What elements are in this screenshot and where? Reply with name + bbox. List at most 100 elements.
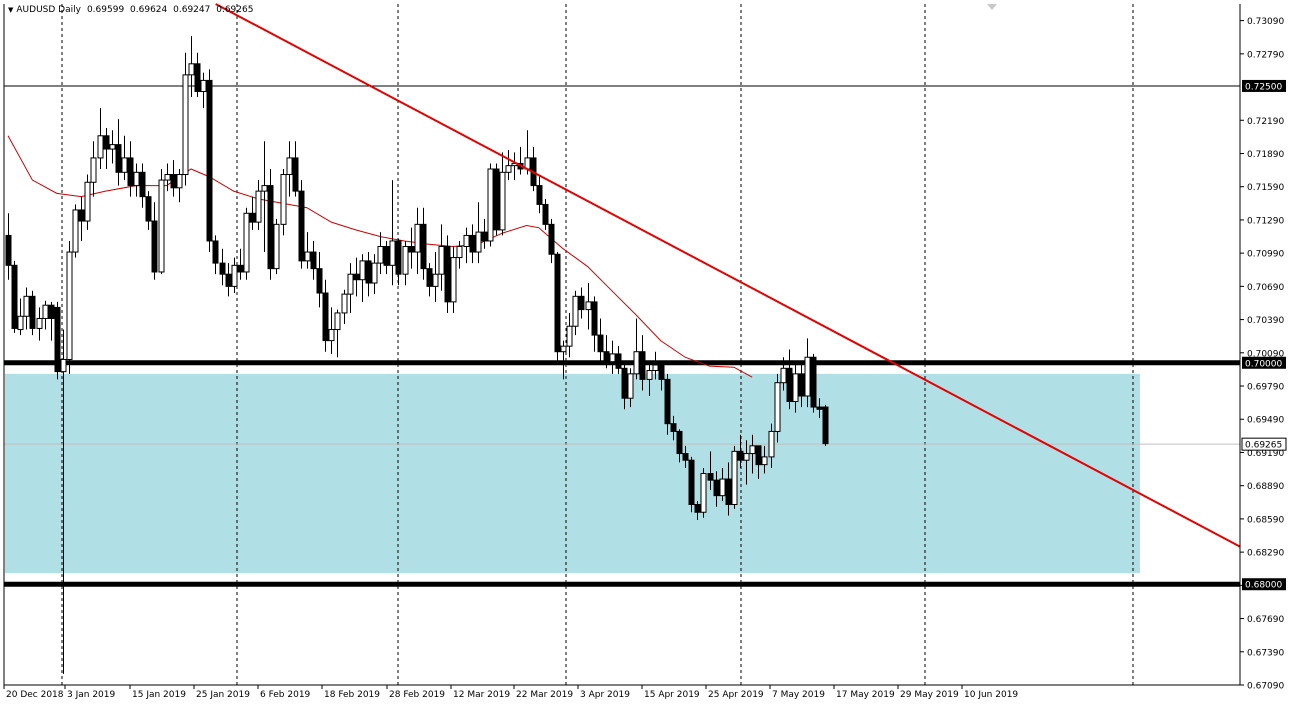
bear-candle — [798, 373, 805, 397]
bear-candle — [115, 144, 122, 173]
bull-candle — [505, 165, 512, 173]
price-tick-label: 0.70990 — [1247, 250, 1284, 260]
bear-candle — [493, 168, 500, 231]
bear-candle — [316, 268, 323, 294]
bull-candle — [23, 295, 30, 317]
price-tick-label: 0.70090 — [1247, 349, 1284, 359]
bear-candle — [591, 301, 598, 336]
bear-candle — [694, 504, 701, 513]
bull-candle — [72, 209, 79, 253]
bull-candle — [243, 212, 250, 273]
bear-candle — [292, 157, 299, 192]
bull-candle — [328, 329, 335, 342]
bull-candle — [487, 168, 494, 242]
bear-candle — [225, 273, 232, 287]
time-tick-label: 22 Mar 2019 — [516, 690, 573, 700]
bear-candle — [597, 334, 604, 353]
bull-candle — [158, 179, 165, 273]
bear-candle — [139, 171, 146, 198]
time-tick-label: 17 May 2019 — [836, 690, 895, 700]
price-tick-label: 0.72790 — [1247, 50, 1284, 60]
close-value: 0.69265 — [216, 5, 254, 15]
trendline[interactable] — [215, 3, 1241, 548]
bear-candle — [249, 212, 256, 223]
bull-candle — [700, 473, 707, 513]
bull-candle — [389, 240, 396, 266]
bull-candle — [17, 315, 24, 331]
bull-candle — [60, 358, 67, 373]
bull-candle — [304, 251, 311, 262]
bull-candle — [609, 353, 616, 363]
time-tick-label: 15 Apr 2019 — [644, 690, 700, 700]
bull-candle — [42, 304, 49, 319]
bear-candle — [578, 295, 585, 311]
bull-candle — [560, 345, 567, 353]
shift-marker-icon — [987, 4, 997, 10]
bull-candle — [761, 456, 768, 466]
bear-candle — [298, 190, 305, 262]
bear-candle — [48, 304, 55, 319]
price-tick-label: 0.67390 — [1247, 648, 1284, 658]
price-tick-label: 0.68590 — [1247, 515, 1284, 525]
low-value: 0.69247 — [173, 5, 211, 15]
bear-candle — [237, 264, 244, 273]
bear-candle — [670, 423, 677, 432]
bull-candle — [731, 450, 738, 506]
bear-candle — [621, 367, 628, 399]
trendline-layer[interactable] — [215, 3, 1241, 548]
time-tick-label: 10 Jun 2019 — [964, 690, 1018, 700]
bear-candle — [444, 246, 451, 303]
bear-candle — [603, 351, 610, 363]
price-tick-label: 0.71290 — [1247, 216, 1284, 226]
bear-candle — [481, 231, 488, 242]
bull-candle — [402, 246, 409, 275]
bear-candle — [145, 196, 152, 222]
bull-candle — [377, 246, 384, 264]
support-zone[interactable] — [5, 373, 1140, 574]
bear-candle — [615, 353, 622, 369]
bear-candle — [810, 356, 817, 408]
price-tick-label: 0.69190 — [1247, 449, 1284, 459]
time-tick-label: 28 Feb 2019 — [389, 690, 445, 700]
bear-candle — [816, 406, 823, 410]
bear-candle — [737, 450, 744, 461]
bear-candle — [426, 268, 433, 287]
dropdown-triangle-icon[interactable]: ▼ — [8, 6, 14, 14]
timeframe-label: Daily — [58, 5, 81, 15]
bull-candle — [200, 79, 207, 92]
level-label-box — [1242, 356, 1286, 369]
bear-candle — [322, 292, 329, 342]
bull-candle — [463, 234, 470, 248]
bear-candle — [54, 306, 61, 373]
bull-candle — [432, 273, 439, 287]
level-label: 0.70000 — [1245, 359, 1282, 369]
time-axis[interactable]: 20 Dec 2018 3 Jan 2019 15 Jan 2019 25 Jan 2… — [3, 685, 1018, 700]
bull-candle — [188, 63, 195, 76]
time-tick-label: 6 Feb 2019 — [260, 690, 311, 700]
bear-candle — [219, 262, 226, 275]
bull-candle — [499, 171, 506, 231]
chart-header: ▼ AUDUSD Daily 0.69599 0.69624 0.69247 0.6… — [8, 5, 256, 15]
bear-candle — [639, 351, 646, 380]
time-tick-label: 7 May 2019 — [772, 690, 825, 700]
price-axis[interactable]: 0.73090 0.72790 0.72190 0.71890 0.71590 0.712… — [1240, 17, 1287, 692]
bear-candle — [267, 185, 274, 270]
level-label-box — [1242, 578, 1286, 591]
price-tick-label: 0.71590 — [1247, 183, 1284, 193]
bull-candle — [109, 144, 116, 150]
bull-candle — [719, 478, 726, 497]
price-tick-label: 0.69790 — [1247, 383, 1284, 393]
current-price-label-box — [1242, 438, 1286, 451]
current-price-label: 0.69265 — [1245, 441, 1282, 451]
time-tick-label: 25 Jan 2019 — [196, 690, 250, 700]
bear-candle — [707, 473, 714, 481]
bear-candle — [127, 157, 134, 187]
candles-layer — [5, 36, 829, 674]
bear-candle — [78, 209, 85, 222]
bull-candle — [164, 174, 171, 181]
bull-candle — [133, 171, 140, 187]
bull-candle — [182, 74, 189, 176]
bear-candle — [206, 79, 213, 242]
bull-candle — [749, 445, 756, 455]
